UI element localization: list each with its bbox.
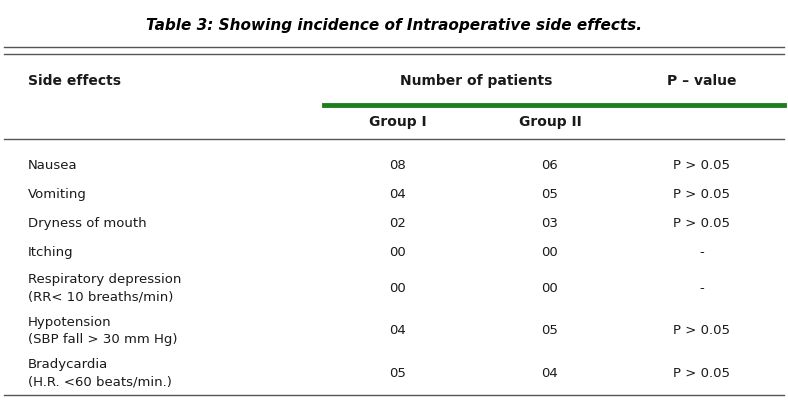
Text: P > 0.05: P > 0.05 [674, 367, 730, 380]
Text: P > 0.05: P > 0.05 [674, 217, 730, 230]
Text: Vomiting: Vomiting [28, 188, 87, 201]
Text: Group II: Group II [519, 114, 582, 128]
Text: P > 0.05: P > 0.05 [674, 159, 730, 172]
Text: -: - [700, 246, 704, 259]
Text: P > 0.05: P > 0.05 [674, 188, 730, 201]
Text: 04: 04 [389, 188, 407, 201]
Text: 03: 03 [541, 217, 559, 230]
Text: 02: 02 [389, 217, 407, 230]
Text: Itching: Itching [28, 246, 73, 259]
Text: 05: 05 [541, 188, 559, 201]
Text: 00: 00 [389, 282, 407, 295]
Text: 05: 05 [389, 367, 407, 380]
Text: Side effects: Side effects [28, 74, 121, 88]
Text: -: - [700, 282, 704, 295]
Text: 08: 08 [389, 159, 407, 172]
Text: P – value: P – value [667, 74, 737, 88]
Text: Table 3: Showing incidence of Intraoperative side effects.: Table 3: Showing incidence of Intraopera… [146, 18, 642, 33]
Text: 04: 04 [541, 367, 559, 380]
Text: Respiratory depression
(RR< 10 breaths/min): Respiratory depression (RR< 10 breaths/m… [28, 273, 181, 304]
Text: Bradycardia
(H.R. <60 beats/min.): Bradycardia (H.R. <60 beats/min.) [28, 358, 172, 388]
Text: Hypotension
(SBP fall > 30 mm Hg): Hypotension (SBP fall > 30 mm Hg) [28, 316, 177, 346]
Text: Group I: Group I [369, 114, 427, 128]
Text: 00: 00 [389, 246, 407, 259]
Text: 05: 05 [541, 325, 559, 337]
Text: Number of patients: Number of patients [400, 74, 552, 88]
Text: Dryness of mouth: Dryness of mouth [28, 217, 147, 230]
Text: 00: 00 [541, 282, 559, 295]
Text: P > 0.05: P > 0.05 [674, 325, 730, 337]
Text: 04: 04 [389, 325, 407, 337]
Text: 06: 06 [541, 159, 559, 172]
Text: 00: 00 [541, 246, 559, 259]
Text: Nausea: Nausea [28, 159, 77, 172]
